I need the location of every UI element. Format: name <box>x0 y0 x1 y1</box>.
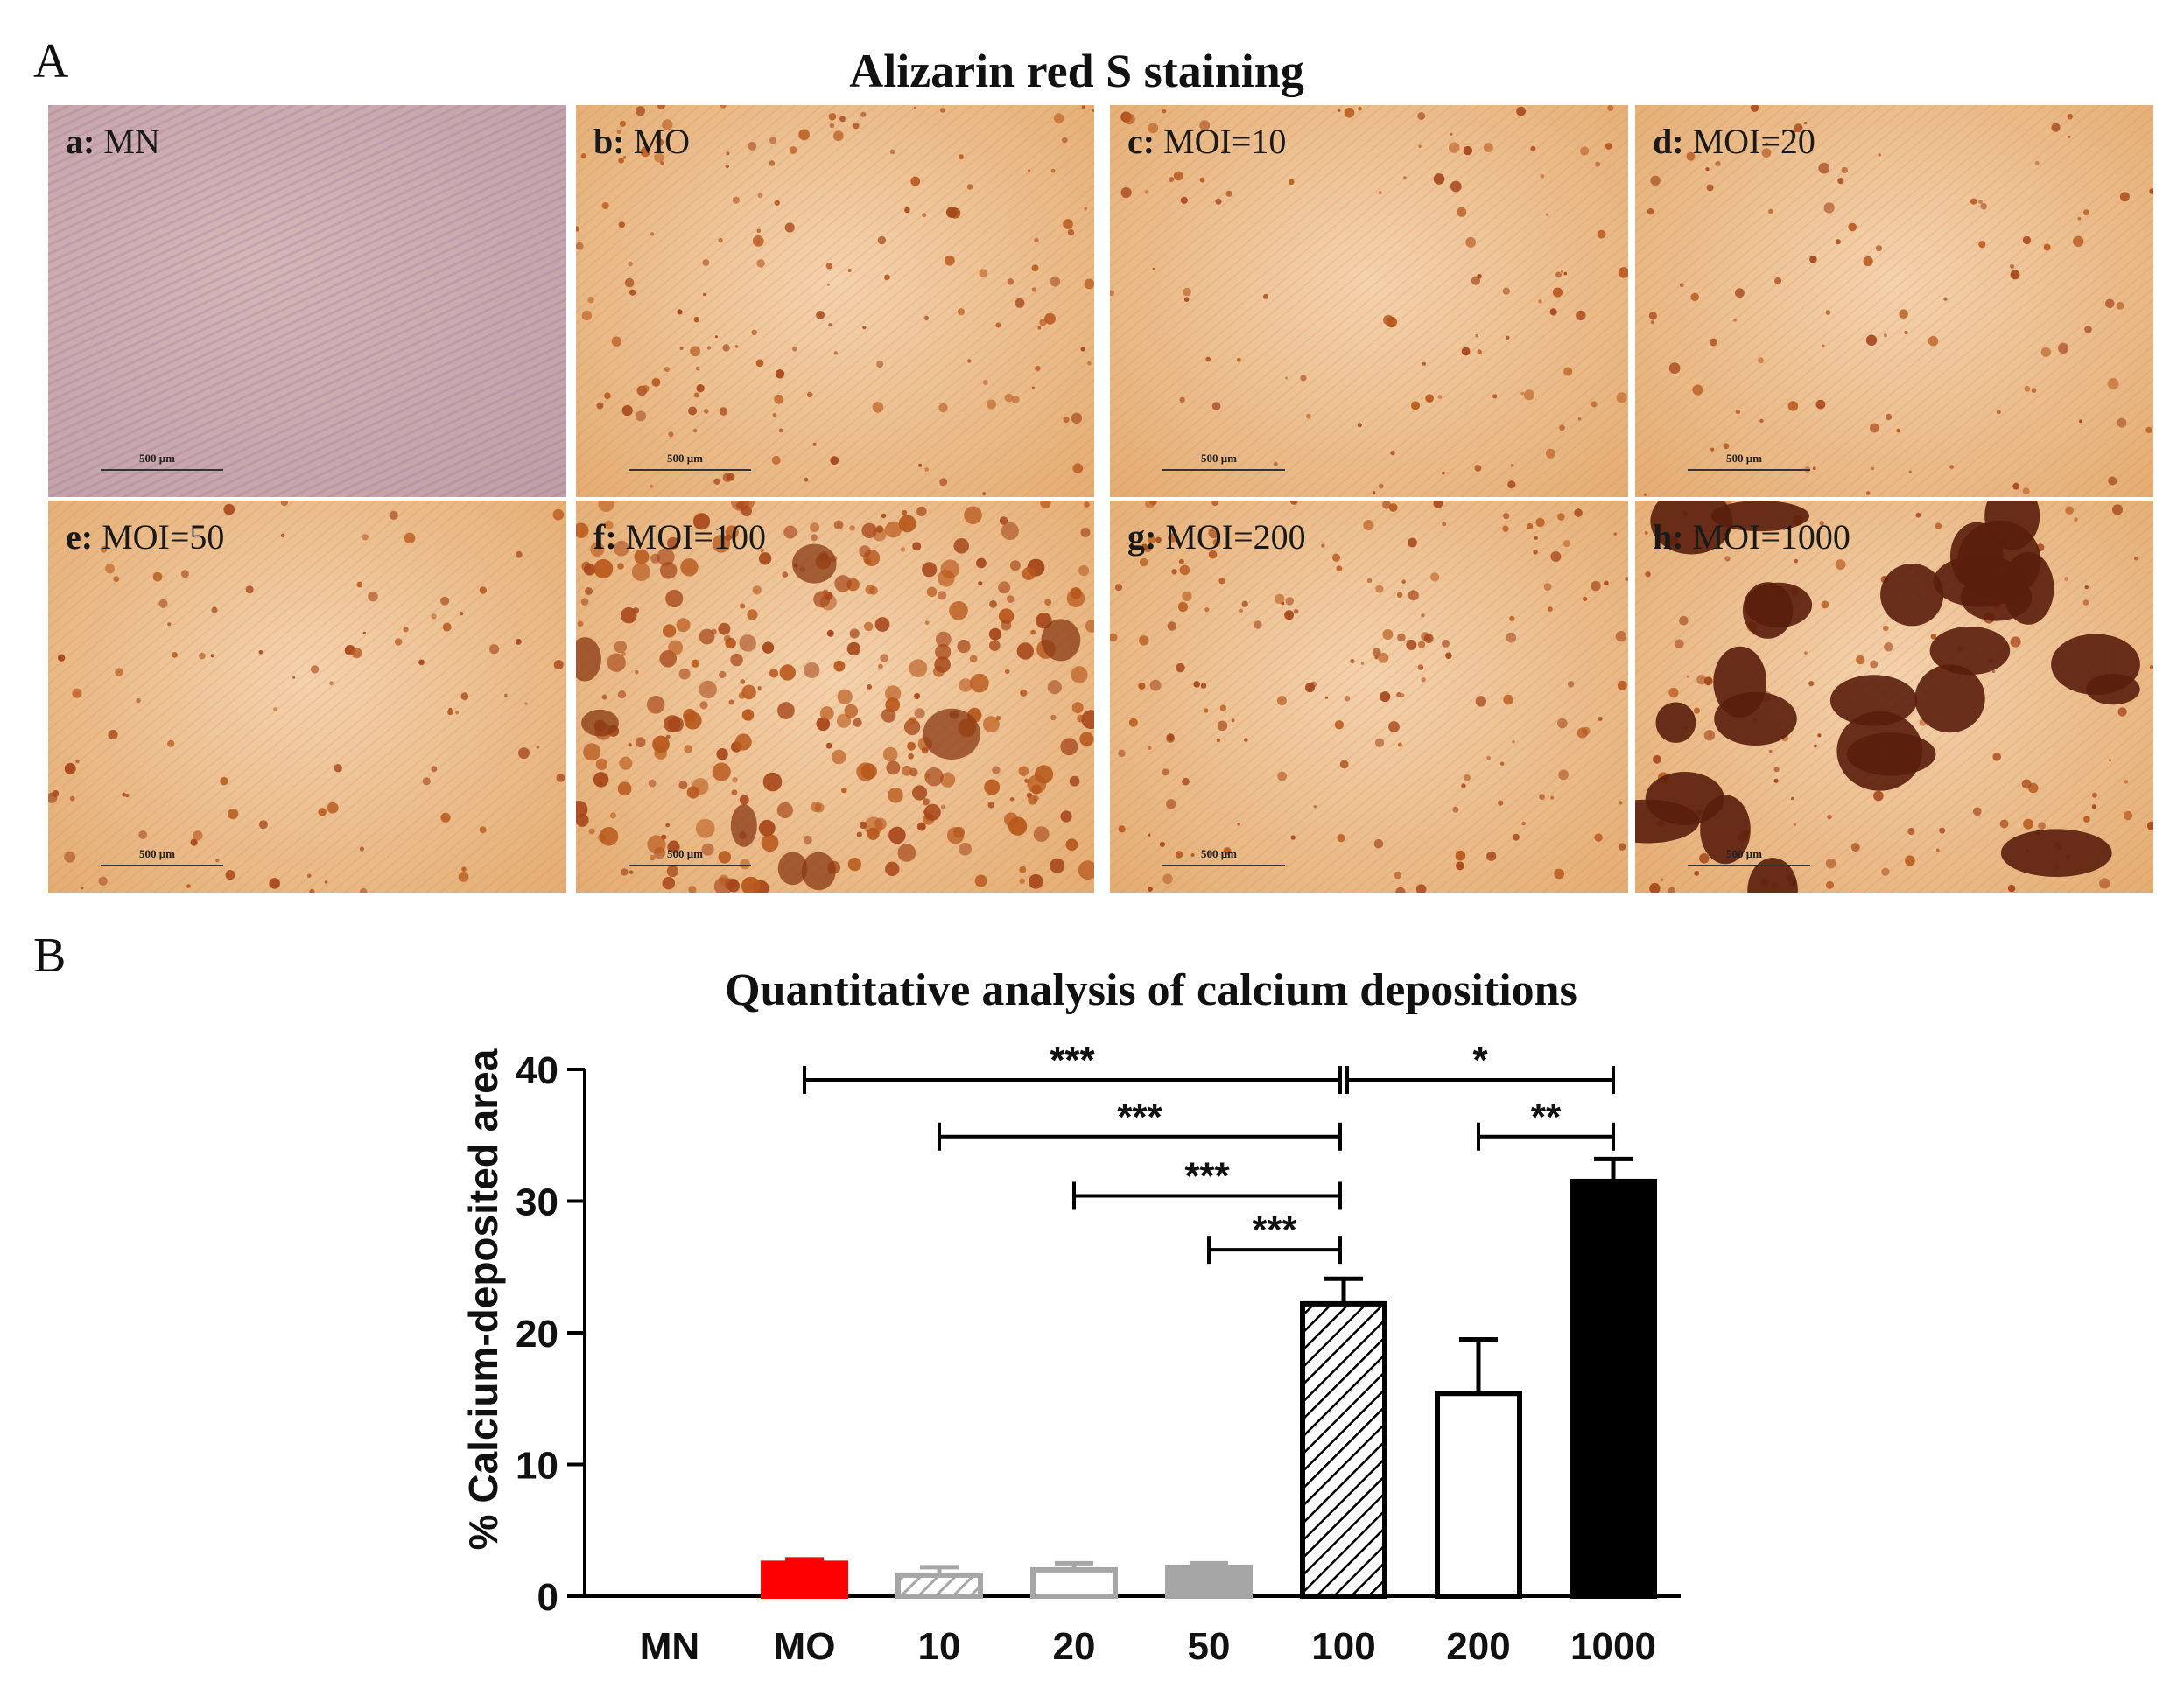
micrograph-prefix: d: <box>1653 122 1693 161</box>
scale-bar <box>101 469 223 471</box>
sig-label: * <box>1472 1039 1488 1082</box>
panel-a-letter: A <box>33 34 69 88</box>
y-tick-label: 20 <box>516 1313 558 1356</box>
calcium-deposits <box>1110 105 1628 494</box>
micrograph-prefix: e: <box>66 517 102 557</box>
bar-10 <box>895 1572 983 1600</box>
bars <box>761 1156 1657 1600</box>
micrograph-mn: a: MN 500 μm <box>48 105 566 497</box>
micrograph-texture <box>48 105 566 497</box>
x-tick-label: MN <box>640 1625 699 1668</box>
calcium-deposits <box>1643 105 2153 496</box>
sig-label: *** <box>1252 1209 1297 1251</box>
micrograph-condition: MOI=100 <box>625 517 766 557</box>
micrograph-prefix: h: <box>1653 517 1693 557</box>
micrograph-condition: MOI=10 <box>1163 122 1287 161</box>
x-tick-label: 20 <box>1053 1625 1096 1668</box>
scale-bar <box>629 469 751 471</box>
calcium-deposits <box>48 501 565 893</box>
micrograph-texture <box>1635 105 2153 497</box>
scale-bar-label: 500 μm <box>667 452 703 465</box>
micrograph-label: f: MOI=100 <box>593 516 766 557</box>
sig-label: *** <box>1117 1096 1162 1139</box>
micrograph-moi-1000: h: MOI=1000 500 μm <box>1635 501 2153 893</box>
y-tick-label: 0 <box>537 1576 558 1619</box>
calcium-deposits <box>1110 501 1628 893</box>
bar-50 <box>1165 1564 1253 1600</box>
calcium-deposits <box>1635 501 2153 893</box>
micrograph-moi-50: e: MOI=50 500 μm <box>48 501 566 893</box>
micrograph-label: a: MN <box>66 121 160 162</box>
x-tick-label: 1000 <box>1570 1625 1656 1668</box>
micrograph-label: h: MOI=1000 <box>1653 516 1850 557</box>
scale-bar-label: 500 μm <box>1726 847 1762 860</box>
y-axis-label: % Calcium-deposited area <box>460 1048 506 1550</box>
micrograph-moi-20: d: MOI=20 500 μm <box>1635 105 2153 497</box>
scale-bar-label: 500 μm <box>667 847 703 860</box>
micrograph-prefix: g: <box>1127 517 1166 557</box>
micrograph-condition: MOI=200 <box>1165 517 1306 557</box>
micrograph-prefix: b: <box>593 122 634 161</box>
scale-bar-label: 500 μm <box>139 847 175 860</box>
micrograph-prefix: c: <box>1127 122 1164 161</box>
scale-bar <box>1162 865 1285 866</box>
micrograph-texture <box>576 105 1094 497</box>
micrograph-moi-10: c: MOI=10 500 μm <box>1110 105 1628 497</box>
x-tick-label: 50 <box>1188 1625 1231 1668</box>
bar-mo <box>761 1560 848 1599</box>
micrograph-mo: b: MO 500 μm <box>576 105 1094 497</box>
micrograph-condition: MO <box>633 122 691 161</box>
significance-brackets: *************** <box>803 1039 1615 1265</box>
micrograph-label: g: MOI=200 <box>1127 516 1306 557</box>
micrograph-prefix: f: <box>593 517 626 557</box>
x-tick-label: 100 <box>1311 1625 1375 1668</box>
micrograph-moi-200: g: MOI=200 500 μm <box>1110 501 1628 893</box>
scale-bar-label: 500 μm <box>139 452 175 465</box>
y-tick-label: 30 <box>516 1181 558 1224</box>
micrograph-texture <box>48 501 566 893</box>
sig-label: ** <box>1531 1096 1562 1139</box>
micrograph-condition: MOI=1000 <box>1692 517 1850 557</box>
chart-title: Quantitative analysis of calcium deposit… <box>725 965 1577 1015</box>
bar-100 <box>1300 1300 1387 1599</box>
scale-bar <box>1162 469 1285 471</box>
scale-bar-label: 500 μm <box>1201 452 1237 465</box>
x-tick-label: 10 <box>918 1625 961 1668</box>
x-axis: MN MO 10 20 50 100 200 1000 <box>585 1594 1681 1668</box>
bar-1000 <box>1570 1178 1657 1600</box>
bar-20 <box>1030 1566 1118 1600</box>
micrograph-label: e: MOI=50 <box>66 516 224 557</box>
micrograph-condition: MOI=50 <box>102 517 225 557</box>
micrograph-prefix: a: <box>66 122 104 161</box>
panel-a-title: Alizarin red S staining <box>849 45 1304 97</box>
panel-b-letter: B <box>33 929 67 983</box>
scale-bar <box>1688 865 1810 866</box>
scale-bar <box>101 865 223 866</box>
micrograph-label: b: MO <box>593 121 690 162</box>
micrograph-label: d: MOI=20 <box>1653 121 1815 162</box>
micrograph-condition: MN <box>103 122 160 161</box>
micrograph-label: c: MOI=10 <box>1127 121 1286 162</box>
y-tick-label: 40 <box>516 1049 558 1092</box>
x-tick-label: 200 <box>1446 1625 1510 1668</box>
scale-bar <box>629 865 751 866</box>
bar-200 <box>1435 1391 1522 1599</box>
calcium-deposits <box>576 105 1094 496</box>
y-axis: 0 10 20 30 40 <box>516 1049 586 1619</box>
sig-label: *** <box>1184 1154 1230 1197</box>
scale-bar-label: 500 μm <box>1726 452 1762 465</box>
scale-bar-label: 500 μm <box>1201 847 1237 860</box>
y-tick-label: 10 <box>516 1445 558 1488</box>
calcium-deposits <box>576 501 1094 893</box>
sig-label: *** <box>1050 1039 1095 1082</box>
scale-bar <box>1688 469 1810 471</box>
x-tick-label: MO <box>774 1625 836 1668</box>
micrograph-texture <box>1110 501 1628 893</box>
micrograph-moi-100: f: MOI=100 500 μm <box>576 501 1094 893</box>
micrograph-condition: MOI=20 <box>1692 122 1815 161</box>
